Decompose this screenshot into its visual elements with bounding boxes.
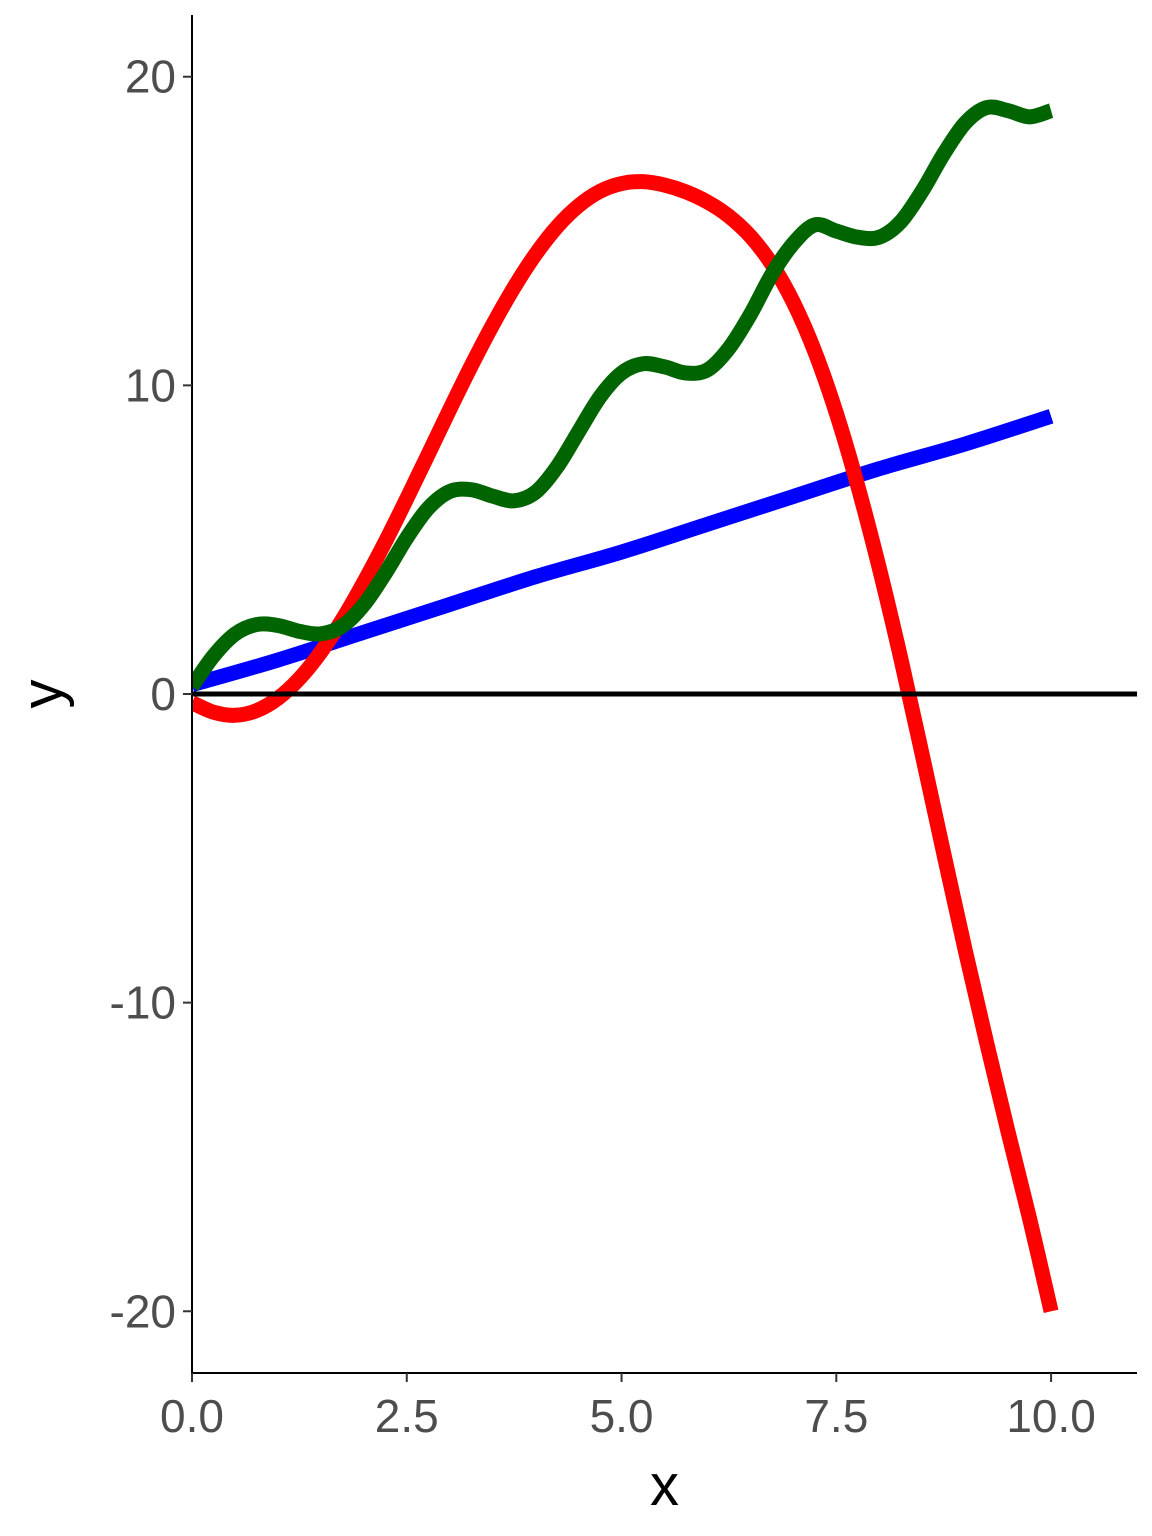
y-axis-title: y <box>10 680 75 709</box>
x-axis-title: x <box>650 1453 679 1518</box>
series-line-1 <box>192 409 1054 692</box>
x-axis-ticks: 0.0 2.5 5.0 7.5 10.0 <box>160 1373 1096 1442</box>
x-tick-label: 5.0 <box>590 1390 654 1442</box>
x-tick-label: 10.0 <box>1006 1390 1096 1442</box>
y-tick-label: -20 <box>110 1285 176 1337</box>
series-line-2 <box>192 174 1059 1313</box>
y-tick-label: 20 <box>125 51 176 103</box>
y-tick-label: -10 <box>110 977 176 1029</box>
y-axis-ticks: -20 -10 0 10 20 <box>110 51 192 1337</box>
x-tick-label: 7.5 <box>804 1390 868 1442</box>
y-tick-label: 0 <box>150 668 176 720</box>
y-tick-label: 10 <box>125 359 176 411</box>
series-line-3 <box>192 99 1054 691</box>
x-tick-label: 2.5 <box>375 1390 439 1442</box>
x-tick-label: 0.0 <box>160 1390 224 1442</box>
series-layer <box>192 99 1059 1313</box>
